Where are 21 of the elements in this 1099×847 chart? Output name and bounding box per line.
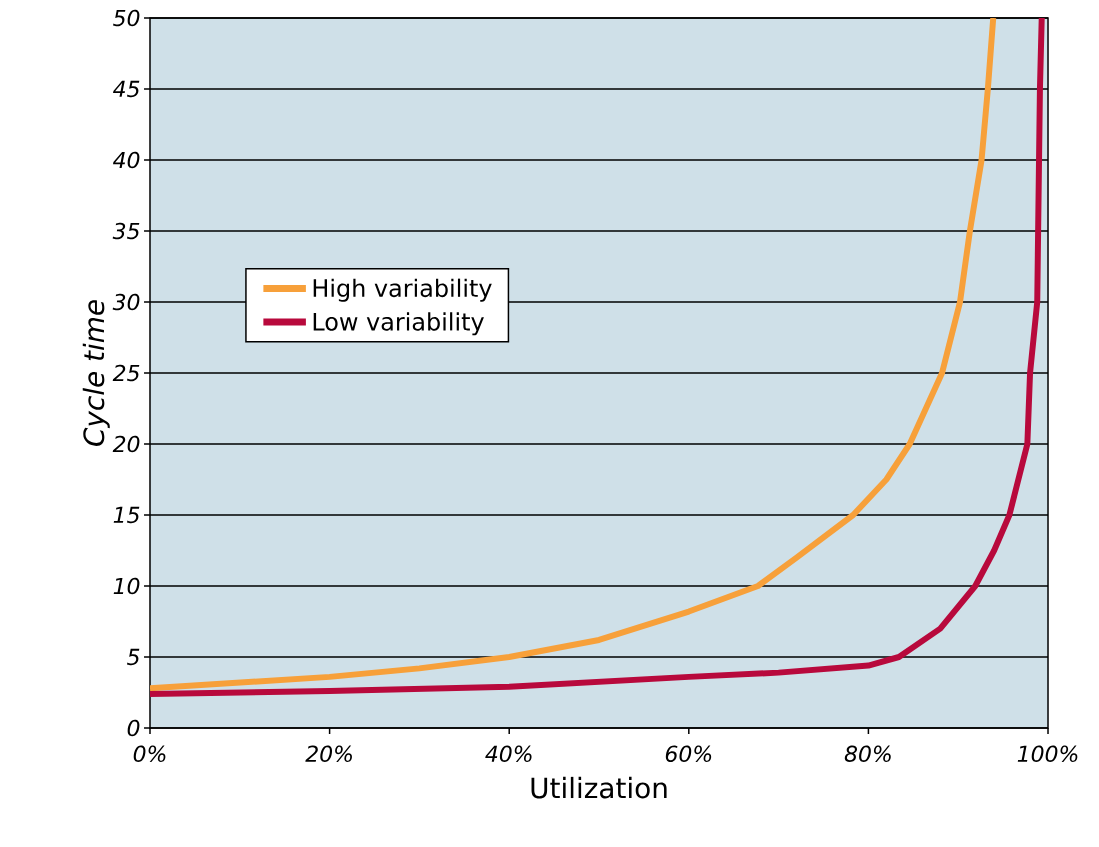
x-tick-label: 0% (133, 745, 166, 763)
y-tick-label: 20 (112, 435, 140, 453)
x-axis-title: Utilization (531, 776, 667, 799)
y-tick-label: 10 (113, 577, 140, 595)
y-tick-label: 30 (112, 293, 140, 311)
x-tick-label: 100% (1017, 745, 1078, 763)
y-tick-label: 0 (127, 719, 140, 737)
y-tick-label: 45 (113, 80, 140, 98)
x-tick-label: 80% (844, 745, 891, 763)
y-tick-label: 15 (113, 506, 140, 524)
legend-label: High variability (313, 278, 492, 302)
y-axis-title: Cycle time (82, 300, 110, 446)
y-tick-label: 25 (112, 364, 140, 382)
x-tick-label: 40% (485, 745, 532, 763)
legend-label: Low variability (313, 312, 484, 336)
x-tick-label: 20% (305, 745, 352, 763)
y-tick-label: 50 (113, 9, 140, 27)
x-tick-label: 60% (665, 745, 712, 763)
y-tick-label: 5 (127, 648, 140, 666)
y-tick-label: 35 (112, 222, 140, 240)
y-tick-label: 40 (113, 151, 140, 169)
